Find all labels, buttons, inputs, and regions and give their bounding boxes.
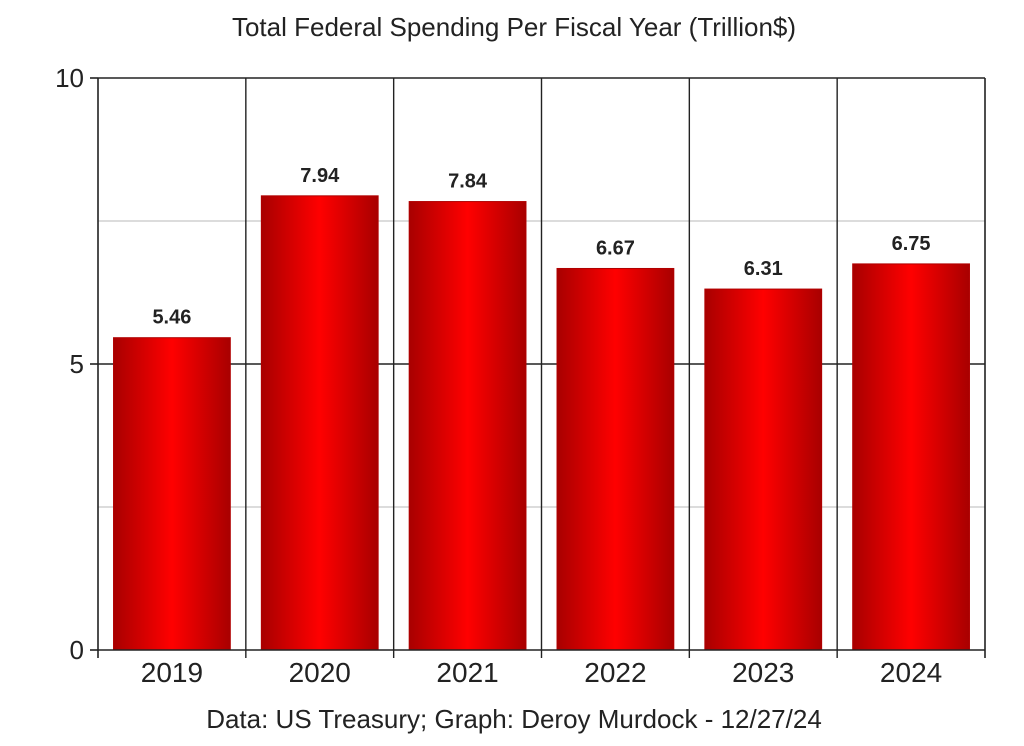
x-axis-ticks: 2019 2020 2021 2022 2023 2024 <box>141 657 942 688</box>
data-label-2021: 7.84 <box>448 171 488 193</box>
data-label-2022: 6.67 <box>596 237 635 259</box>
bar-2019 <box>113 337 231 651</box>
bar-2024 <box>852 263 970 651</box>
bar-2022 <box>556 267 675 651</box>
data-label-2023: 6.31 <box>744 258 783 280</box>
x-tick-label-2021: 2021 <box>436 657 498 688</box>
x-tick-label-2024: 2024 <box>880 657 942 688</box>
x-tick-label-2020: 2020 <box>289 657 351 688</box>
plot-frame <box>97 77 986 658</box>
data-label-2024: 6.75 <box>892 233 931 255</box>
x-tick-label-2019: 2019 <box>141 657 203 688</box>
bar-2023 <box>704 288 823 651</box>
bars <box>113 195 970 651</box>
y-axis-ticks: 0 5 10 <box>55 63 98 665</box>
data-label-2020: 7.94 <box>300 165 340 187</box>
data-label-2019: 5.46 <box>152 307 191 329</box>
y-tick-label-0: 0 <box>70 635 84 665</box>
y-tick-label-5: 5 <box>70 349 84 379</box>
data-labels: 5.46 7.94 7.84 6.67 6.31 6.75 <box>152 165 930 329</box>
bar-2021 <box>408 201 527 651</box>
bar-2020 <box>260 195 379 651</box>
chart-title: Total Federal Spending Per Fiscal Year (… <box>232 12 796 42</box>
y-tick-label-10: 10 <box>55 63 84 93</box>
x-tick-label-2023: 2023 <box>732 657 794 688</box>
gridlines <box>98 78 985 658</box>
x-tick-label-2022: 2022 <box>584 657 646 688</box>
source-footer: Data: US Treasury; Graph: Deroy Murdock … <box>206 704 822 734</box>
